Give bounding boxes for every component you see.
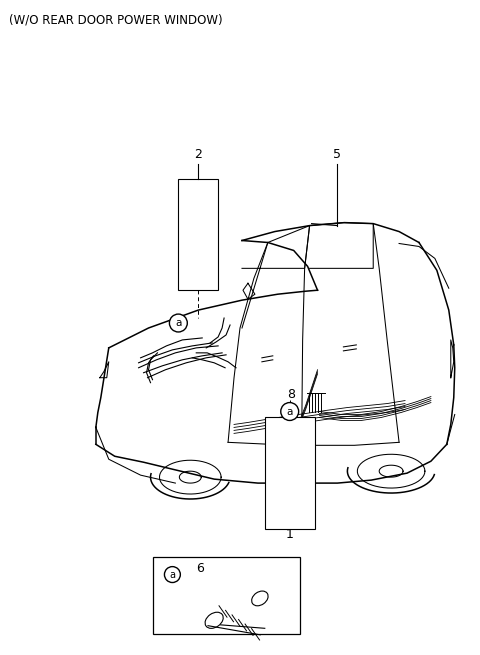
Circle shape <box>281 403 299 421</box>
Circle shape <box>169 314 187 332</box>
Text: a: a <box>169 570 175 580</box>
Text: a: a <box>287 407 293 417</box>
Circle shape <box>165 567 180 582</box>
Text: (W/O REAR DOOR POWER WINDOW): (W/O REAR DOOR POWER WINDOW) <box>9 14 223 27</box>
Text: 8: 8 <box>287 388 295 401</box>
Text: 5: 5 <box>334 148 341 161</box>
Bar <box>265 417 314 529</box>
Text: 6: 6 <box>196 562 204 575</box>
Text: a: a <box>175 318 181 328</box>
Bar <box>153 557 300 634</box>
Text: 2: 2 <box>194 148 202 161</box>
Bar <box>179 179 218 290</box>
Text: 1: 1 <box>286 528 294 541</box>
